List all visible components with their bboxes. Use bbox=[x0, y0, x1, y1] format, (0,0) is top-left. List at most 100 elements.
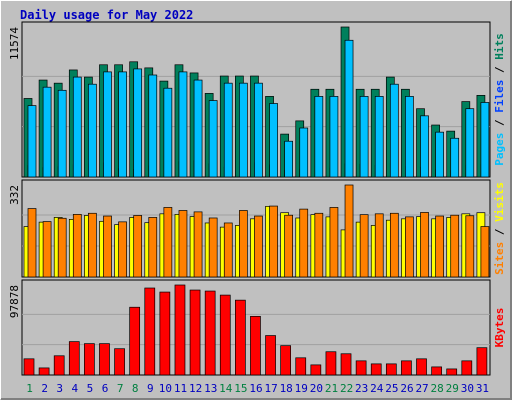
bar bbox=[465, 215, 475, 278]
y-tick-label: 332 bbox=[8, 185, 21, 205]
bar bbox=[329, 207, 339, 278]
bar bbox=[344, 39, 354, 178]
bar bbox=[284, 214, 293, 278]
x-tick-label: 6 bbox=[102, 382, 109, 395]
x-tick-label: 21 bbox=[325, 382, 338, 395]
legend-entry: KBytes bbox=[493, 308, 506, 348]
legend-entry: Sites bbox=[493, 242, 506, 275]
bar bbox=[389, 83, 399, 178]
bar bbox=[84, 343, 95, 376]
bar bbox=[178, 71, 188, 178]
bar bbox=[239, 82, 248, 178]
bar bbox=[299, 127, 309, 178]
x-tick-label: 30 bbox=[461, 382, 474, 395]
x-tick-label: 23 bbox=[355, 382, 368, 395]
legend: KBytes bbox=[493, 308, 506, 348]
bar bbox=[254, 82, 263, 178]
x-tick-label: 12 bbox=[189, 382, 202, 395]
bar bbox=[189, 289, 201, 376]
bar bbox=[446, 368, 458, 376]
x-tick-label: 20 bbox=[310, 382, 323, 395]
bar bbox=[416, 358, 427, 376]
x-tick-label: 4 bbox=[72, 382, 79, 395]
bar bbox=[114, 348, 125, 376]
bar bbox=[450, 137, 460, 178]
x-tick-label: 17 bbox=[264, 382, 277, 395]
bar bbox=[118, 221, 127, 278]
bar bbox=[163, 207, 173, 278]
bar bbox=[72, 76, 82, 178]
bar bbox=[359, 214, 369, 278]
bar bbox=[329, 96, 339, 178]
bar bbox=[405, 216, 414, 278]
bar bbox=[27, 105, 37, 178]
bar bbox=[57, 217, 67, 278]
bar bbox=[355, 360, 367, 376]
bar bbox=[163, 87, 173, 178]
x-tick-label: 16 bbox=[249, 382, 262, 395]
legend: Sites / Visits bbox=[493, 182, 506, 275]
x-tick-label: 27 bbox=[415, 382, 428, 395]
x-tick-label: 29 bbox=[446, 382, 459, 395]
bar bbox=[480, 102, 490, 178]
x-tick-label: 9 bbox=[147, 382, 154, 395]
bar bbox=[38, 367, 50, 376]
bar bbox=[223, 222, 233, 278]
x-tick-label: 18 bbox=[280, 382, 293, 395]
bar bbox=[310, 364, 322, 376]
bar bbox=[280, 345, 291, 376]
y-tick-label: 97878 bbox=[8, 285, 21, 318]
bar bbox=[103, 71, 112, 178]
legend-entry: Visits bbox=[493, 182, 506, 222]
bar bbox=[23, 358, 35, 376]
bar bbox=[42, 221, 52, 278]
bar bbox=[405, 96, 414, 178]
x-tick-label: 28 bbox=[431, 382, 444, 395]
bar bbox=[401, 360, 412, 376]
bar bbox=[53, 355, 65, 376]
bar bbox=[239, 210, 248, 278]
bar bbox=[204, 290, 216, 376]
x-tick-label: 5 bbox=[87, 382, 94, 395]
bar bbox=[193, 211, 203, 278]
bar bbox=[88, 83, 97, 178]
bar bbox=[269, 205, 278, 278]
bar bbox=[178, 210, 188, 278]
legend-separator: / bbox=[493, 222, 506, 242]
legend-entry: Pages bbox=[493, 133, 506, 166]
bar bbox=[299, 208, 309, 278]
bar bbox=[295, 357, 307, 376]
bar bbox=[148, 217, 158, 278]
x-tick-label: 31 bbox=[476, 382, 489, 395]
bar bbox=[208, 217, 218, 278]
bar bbox=[250, 315, 261, 376]
bar bbox=[133, 215, 143, 278]
bar bbox=[42, 86, 52, 178]
bar bbox=[27, 208, 37, 278]
bar bbox=[385, 363, 397, 376]
bar bbox=[435, 131, 444, 178]
bar bbox=[325, 351, 337, 376]
x-tick-label: 25 bbox=[385, 382, 398, 395]
legend-entry: Files bbox=[493, 80, 506, 113]
bar bbox=[72, 214, 82, 278]
bar bbox=[159, 291, 171, 376]
legend-separator: / bbox=[493, 60, 506, 80]
chart-title: Daily usage for May 2022 bbox=[20, 8, 193, 22]
bar bbox=[68, 341, 80, 376]
bar bbox=[314, 212, 324, 278]
bar bbox=[235, 299, 246, 376]
x-tick-label: 13 bbox=[204, 382, 217, 395]
x-tick-label: 7 bbox=[117, 382, 124, 395]
x-tick-label: 11 bbox=[174, 382, 187, 395]
bar bbox=[374, 96, 384, 178]
bar bbox=[144, 287, 156, 376]
bar bbox=[344, 184, 354, 278]
bar bbox=[389, 212, 399, 278]
bar bbox=[480, 226, 490, 278]
bar bbox=[103, 215, 112, 278]
bar bbox=[193, 79, 203, 178]
